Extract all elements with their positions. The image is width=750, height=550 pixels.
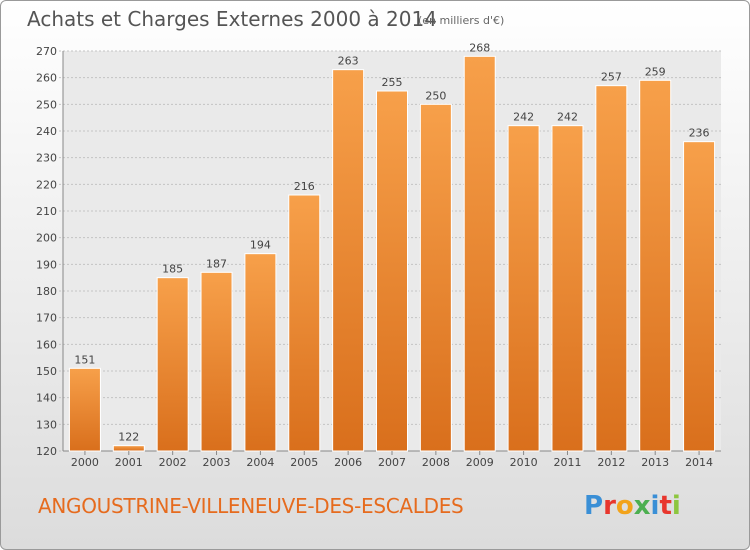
x-tick-label: 2001 <box>115 456 143 469</box>
y-tick-label: 250 <box>36 98 57 111</box>
data-label: 250 <box>425 89 446 102</box>
data-label: 257 <box>601 71 622 84</box>
bar-2008 <box>419 103 452 452</box>
y-tick-label: 190 <box>36 258 57 271</box>
x-tick-label: 2014 <box>685 456 713 469</box>
y-tick-label: 270 <box>36 45 57 58</box>
bar-2003 <box>200 271 233 452</box>
bar-2014 <box>683 141 716 452</box>
data-label: 216 <box>294 180 315 193</box>
data-label: 242 <box>557 111 578 124</box>
x-tick-label: 2012 <box>597 456 625 469</box>
y-tick-label: 170 <box>36 312 57 325</box>
data-label: 185 <box>162 263 183 276</box>
data-label: 259 <box>645 65 666 78</box>
bar-2012 <box>595 85 628 452</box>
x-tick-label: 2008 <box>422 456 450 469</box>
y-tick-label: 220 <box>36 178 57 191</box>
data-label: 268 <box>469 41 490 54</box>
data-label: 122 <box>118 431 139 444</box>
x-tick-label: 2005 <box>290 456 318 469</box>
bar-2006 <box>332 69 365 452</box>
y-tick-label: 140 <box>36 392 57 405</box>
x-tick-label: 2003 <box>203 456 231 469</box>
y-tick-label: 160 <box>36 338 57 351</box>
bar-2013 <box>639 79 672 452</box>
logo-letter: r <box>603 491 616 521</box>
data-label: 242 <box>513 111 534 124</box>
data-label: 236 <box>689 127 710 140</box>
data-label: 151 <box>74 353 95 366</box>
chart-title: Achats et Charges Externes 2000 à 2014 <box>27 7 437 31</box>
bar-2005 <box>288 194 321 452</box>
bar-2010 <box>507 125 540 452</box>
logo-letter: o <box>615 491 634 521</box>
bar-2011 <box>551 125 584 452</box>
y-tick-label: 210 <box>36 205 57 218</box>
y-tick-label: 150 <box>36 365 57 378</box>
y-tick-label: 130 <box>36 418 57 431</box>
x-tick-label: 2009 <box>466 456 494 469</box>
x-tick-label: 2004 <box>246 456 274 469</box>
y-tick-label: 180 <box>36 285 57 298</box>
logo-letter: x <box>633 491 651 521</box>
y-tick-label: 230 <box>36 152 57 165</box>
y-tick-label: 260 <box>36 72 57 85</box>
logo-letter: i <box>671 491 681 521</box>
x-tick-label: 2002 <box>159 456 187 469</box>
logo-letter: t <box>659 491 672 521</box>
logo-letter: P <box>584 491 604 521</box>
city-name: ANGOUSTRINE-VILLENEUVE-DES-ESCALDES <box>38 494 464 518</box>
x-tick-label: 2013 <box>641 456 669 469</box>
x-tick-label: 2006 <box>334 456 362 469</box>
proxiti-logo: Proxiti <box>584 491 681 521</box>
x-tick-label: 2000 <box>71 456 99 469</box>
x-tick-label: 2011 <box>553 456 581 469</box>
y-tick-label: 120 <box>36 445 57 458</box>
data-label: 194 <box>250 239 271 252</box>
bar-2001 <box>112 445 145 452</box>
bar-2007 <box>376 90 408 452</box>
y-tick-label: 240 <box>36 125 57 138</box>
y-tick-label: 200 <box>36 232 57 245</box>
logo-letter: i <box>650 491 660 521</box>
data-label: 255 <box>382 76 403 89</box>
data-label: 187 <box>206 257 227 270</box>
bar-2000 <box>68 367 101 452</box>
data-label: 263 <box>338 55 359 68</box>
chart-subtitle: (en milliers d'€) <box>418 14 505 27</box>
x-tick-label: 2007 <box>378 456 406 469</box>
bar-2004 <box>244 253 277 452</box>
bar-2002 <box>156 277 189 452</box>
x-tick-label: 2010 <box>510 456 538 469</box>
bar-2009 <box>463 55 496 452</box>
